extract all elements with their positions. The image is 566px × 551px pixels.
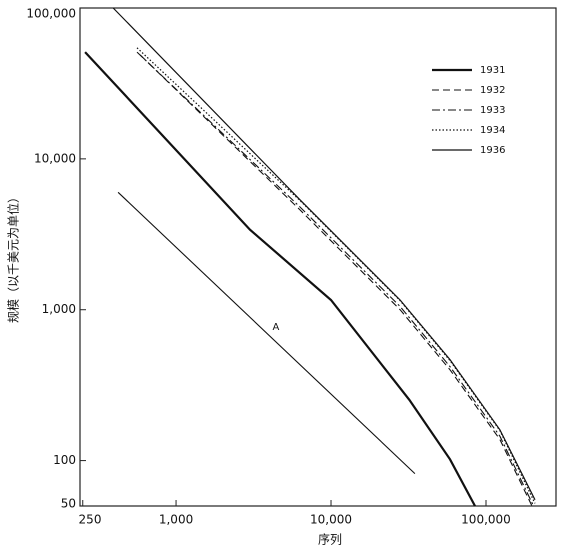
y-tick-label: 100,000 [26,7,76,21]
x-tick-label: 10,000 [310,513,352,527]
y-axis-label: 规模（以千美元为单位） [6,191,21,323]
series-line [112,7,536,501]
y-tick-label: 50 [61,497,76,511]
legend-label: 1936 [480,145,505,156]
reference-line [117,191,416,474]
plot-frame [79,7,557,507]
series-line [136,47,536,504]
x-axis-label: 序列 [318,532,342,547]
y-tick-label: 1,000 [42,302,76,316]
series-line [139,54,533,507]
legend-label: 1931 [480,65,505,76]
legend-label: 1934 [480,125,505,136]
y-tick-label: 10,000 [34,151,76,165]
series-line [84,51,476,507]
y-tick-label: 100 [53,453,76,467]
x-tick-label: 250 [79,513,102,527]
x-tick-label: 1,000 [159,513,193,527]
x-tick-label: 100,000 [461,513,511,527]
legend-label: 1932 [480,85,505,96]
series-line [136,51,535,507]
legend-label: 1933 [480,105,505,116]
line-label: A [273,322,280,333]
